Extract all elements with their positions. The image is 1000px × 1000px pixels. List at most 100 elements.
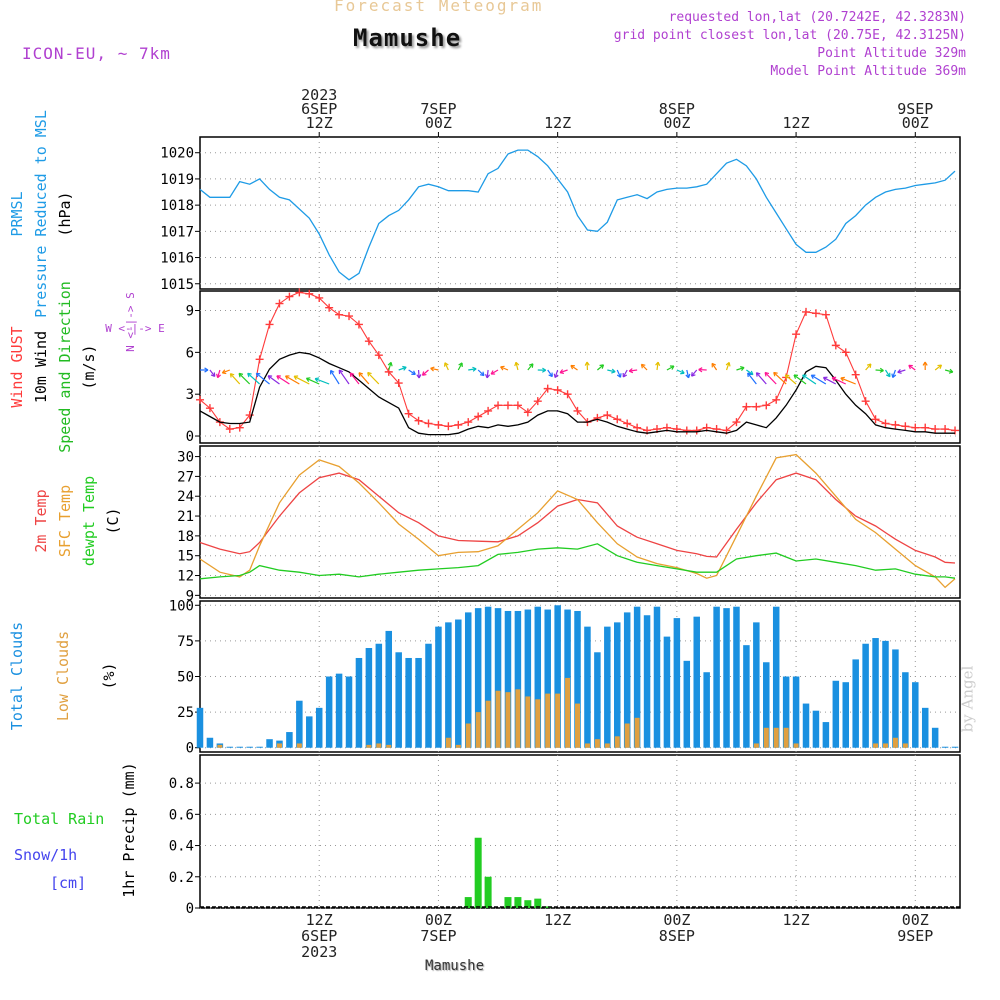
wind-direction-arrowhead [458, 362, 463, 367]
grid-coords: grid point closest lon,lat (20.75E, 42.3… [613, 28, 966, 43]
total-cloud-bar [306, 716, 313, 748]
pressure-label: (hPa) [56, 191, 74, 236]
total-cloud-bar [584, 626, 591, 748]
wind-direction-arrowhead [810, 374, 816, 380]
wind-direction-arrow [486, 369, 489, 379]
wind-direction-arrow [656, 361, 659, 371]
rain-bar [524, 900, 532, 908]
total-cloud-bar [643, 615, 651, 748]
gust-marker [543, 384, 552, 393]
total-cloud-bar [812, 710, 820, 748]
gust-marker [603, 411, 612, 420]
wind-direction-arrowhead [276, 375, 281, 380]
y-tick-label: 6 [186, 345, 194, 361]
wind-direction-arrowhead [559, 369, 565, 375]
wind-direction-arrow [527, 363, 534, 371]
wind-direction-arrowhead [284, 375, 290, 380]
dewpt-line [199, 543, 956, 580]
bottom-time-label: 9SEP [897, 927, 933, 945]
gust-marker [533, 397, 542, 406]
wind-direction-arrow [686, 369, 690, 378]
wind-direction-arrowhead [528, 363, 534, 368]
wind-direction-arrowhead [484, 374, 491, 379]
total-cloud-bar [266, 739, 273, 748]
wind-direction-arrowhead [680, 369, 685, 375]
total-cloud-bar [892, 649, 899, 748]
total-cloud-bar [236, 746, 243, 748]
gust-marker [464, 418, 473, 427]
wind-label: Wind GUST [8, 326, 26, 407]
low-cloud-bar [604, 743, 610, 748]
gust-marker [851, 370, 860, 379]
rain-bar [484, 876, 492, 908]
y-tick-label: 21 [177, 509, 194, 525]
total-cloud-bar [882, 640, 889, 748]
top-time-label: 7SEP [420, 100, 456, 118]
wind-direction-arrowhead [553, 373, 559, 379]
wind-direction-arrowhead [747, 372, 752, 378]
low-cloud-bar [892, 737, 898, 748]
wind-direction-arrowhead [387, 361, 393, 367]
gust-marker [553, 386, 562, 395]
wind-direction-arrow [547, 369, 553, 377]
wind-direction-arrow [747, 372, 757, 385]
wind-direction-arrow [823, 376, 837, 385]
wind-direction-arrow [477, 369, 485, 376]
total-cloud-bar [335, 673, 343, 748]
snow-label: Snow/1h [14, 846, 77, 864]
wind-line [199, 351, 955, 436]
total-cloud-bar [802, 703, 810, 748]
total-cloud-bar [504, 610, 512, 748]
wind-direction-arrowhead [330, 369, 335, 375]
y-tick-label: 1015 [160, 277, 194, 293]
total-cloud-bar [544, 609, 551, 748]
low-cloud-bar [485, 700, 491, 748]
cloud-label: Low Clouds [54, 631, 72, 721]
low-cloud-bar [276, 743, 282, 748]
low-cloud-bar [535, 699, 541, 748]
pressure-label: Pressure Reduced to MSL [32, 110, 50, 318]
wind-direction-arrowhead [584, 361, 590, 366]
gust-marker [364, 337, 373, 346]
total-cloud-bar [921, 707, 929, 748]
y-tick-label: 50 [177, 670, 194, 686]
wind-label: (m/s) [80, 344, 98, 389]
total-cloud-bar [743, 645, 750, 748]
top-time-label: 8SEP [659, 100, 695, 118]
y-tick-label: 0.6 [169, 807, 194, 823]
footer-location: Mamushe [425, 958, 485, 974]
precip-axis-label: 1hr Precip (mm) [120, 762, 138, 897]
y-tick-label: 24 [177, 489, 194, 505]
wind-direction-arrowhead [500, 365, 505, 371]
gust-marker [325, 303, 334, 312]
wind-direction-arrow [596, 364, 604, 371]
total-cloud-bar [782, 676, 790, 748]
panel-frame-2 [199, 290, 961, 444]
wind-direction-arrow [607, 369, 616, 373]
top-time-label: 9SEP [897, 100, 933, 118]
rain-label: Total Rain [14, 810, 104, 828]
low-cloud-bar [505, 692, 511, 748]
wind-direction-arrow [457, 362, 463, 371]
wind-direction-arrow [840, 377, 856, 385]
gust-marker [315, 293, 324, 302]
total-cloud-bar [196, 707, 204, 748]
gust-marker [921, 423, 930, 432]
gust-marker [891, 420, 900, 429]
wind-direction-arrow [330, 370, 340, 385]
wind-direction-arrowhead [338, 369, 344, 375]
low-cloud-bar [217, 744, 223, 748]
gust-marker [374, 351, 383, 360]
y-tick-label: 0 [186, 901, 194, 917]
gust-marker [792, 330, 801, 339]
total-cloud-bar [931, 727, 939, 748]
gust-marker [305, 289, 314, 298]
low-cloud-bar [376, 743, 382, 748]
low-cloud-bar [475, 712, 481, 748]
wind-direction-arrowhead [349, 372, 355, 378]
wind-direction-arrowhead [247, 372, 252, 378]
wind-direction-arrow [908, 364, 916, 371]
gust-marker [951, 426, 960, 435]
wind-direction-arrow [306, 377, 320, 385]
